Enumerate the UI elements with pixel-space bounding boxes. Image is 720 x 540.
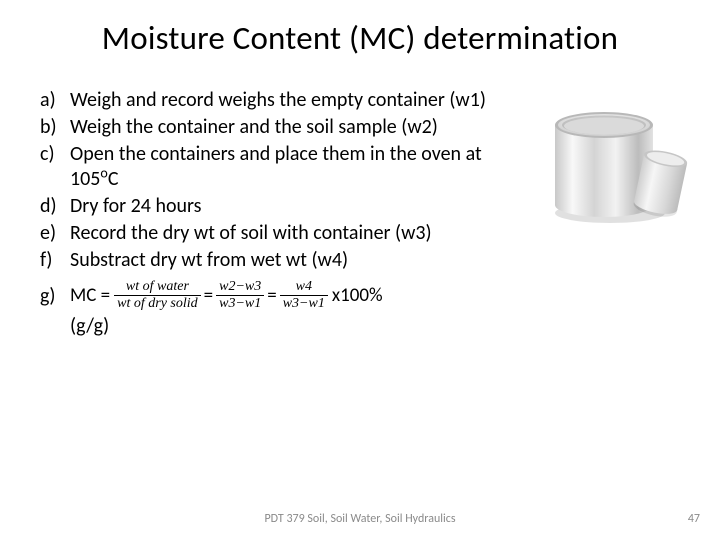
slide-title: Moisture Content (MC) determination (0, 18, 720, 58)
text-sup: o (100, 164, 107, 181)
list-item: b) Weigh the container and the soil samp… (40, 115, 530, 140)
list-item: f) Substract dry wt from wet wt (w4) (40, 248, 530, 273)
item-text: Open the containers and place them in th… (70, 142, 530, 192)
item-marker: b) (40, 115, 70, 140)
item-marker: g) (40, 286, 70, 306)
formula-row: g) MC = wt of water wt of dry solid = w2… (40, 279, 530, 312)
fraction-1: wt of water wt of dry solid (114, 279, 201, 312)
list-item: c) Open the containers and place them in… (40, 142, 530, 192)
fraction-3: w4 w3−w1 (280, 279, 328, 312)
denominator: wt of dry solid (114, 295, 201, 312)
item-text: Weigh the container and the soil sample … (70, 115, 438, 140)
mc-formula: MC = wt of water wt of dry solid = w2−w3… (70, 279, 383, 312)
numerator: w2−w3 (216, 279, 264, 295)
item-marker: a) (40, 88, 70, 113)
numerator: w4 (293, 279, 315, 295)
slide: Moisture Content (MC) determination a) W… (0, 0, 720, 540)
denominator: w3−w1 (216, 295, 264, 312)
item-marker: d) (40, 194, 70, 219)
formula-units: (g/g) (70, 314, 530, 338)
container-image (540, 95, 695, 230)
fraction-2: w2−w3 w3−w1 (216, 279, 264, 312)
list-item: d) Dry for 24 hours (40, 194, 530, 219)
formula-lead: MC = (70, 284, 110, 307)
item-marker: e) (40, 221, 70, 246)
text-pre: Open the containers and place them in th… (70, 142, 482, 191)
list-item: e) Record the dry wt of soil with contai… (40, 221, 530, 246)
tin-can-icon (540, 95, 695, 230)
item-text: Record the dry wt of soil with container… (70, 221, 432, 246)
text-post: C (108, 167, 119, 191)
equals-sign: = (204, 284, 213, 307)
procedure-list: a) Weigh and record weighs the empty con… (40, 88, 530, 273)
denominator: w3−w1 (280, 295, 328, 312)
item-marker: f) (40, 248, 70, 273)
numerator: wt of water (123, 279, 192, 295)
equals-sign: = (267, 284, 276, 307)
content-area: a) Weigh and record weighs the empty con… (40, 88, 530, 338)
item-text: Substract dry wt from wet wt (w4) (70, 248, 348, 273)
item-text: Dry for 24 hours (70, 194, 201, 219)
footer-text: PDT 379 Soil, Soil Water, Soil Hydraulic… (0, 512, 720, 526)
formula-suffix: x100% (332, 284, 383, 307)
item-marker: c) (40, 142, 70, 167)
item-text: Weigh and record weighs the empty contai… (70, 88, 486, 113)
list-item: a) Weigh and record weighs the empty con… (40, 88, 530, 113)
page-number: 47 (688, 512, 700, 526)
